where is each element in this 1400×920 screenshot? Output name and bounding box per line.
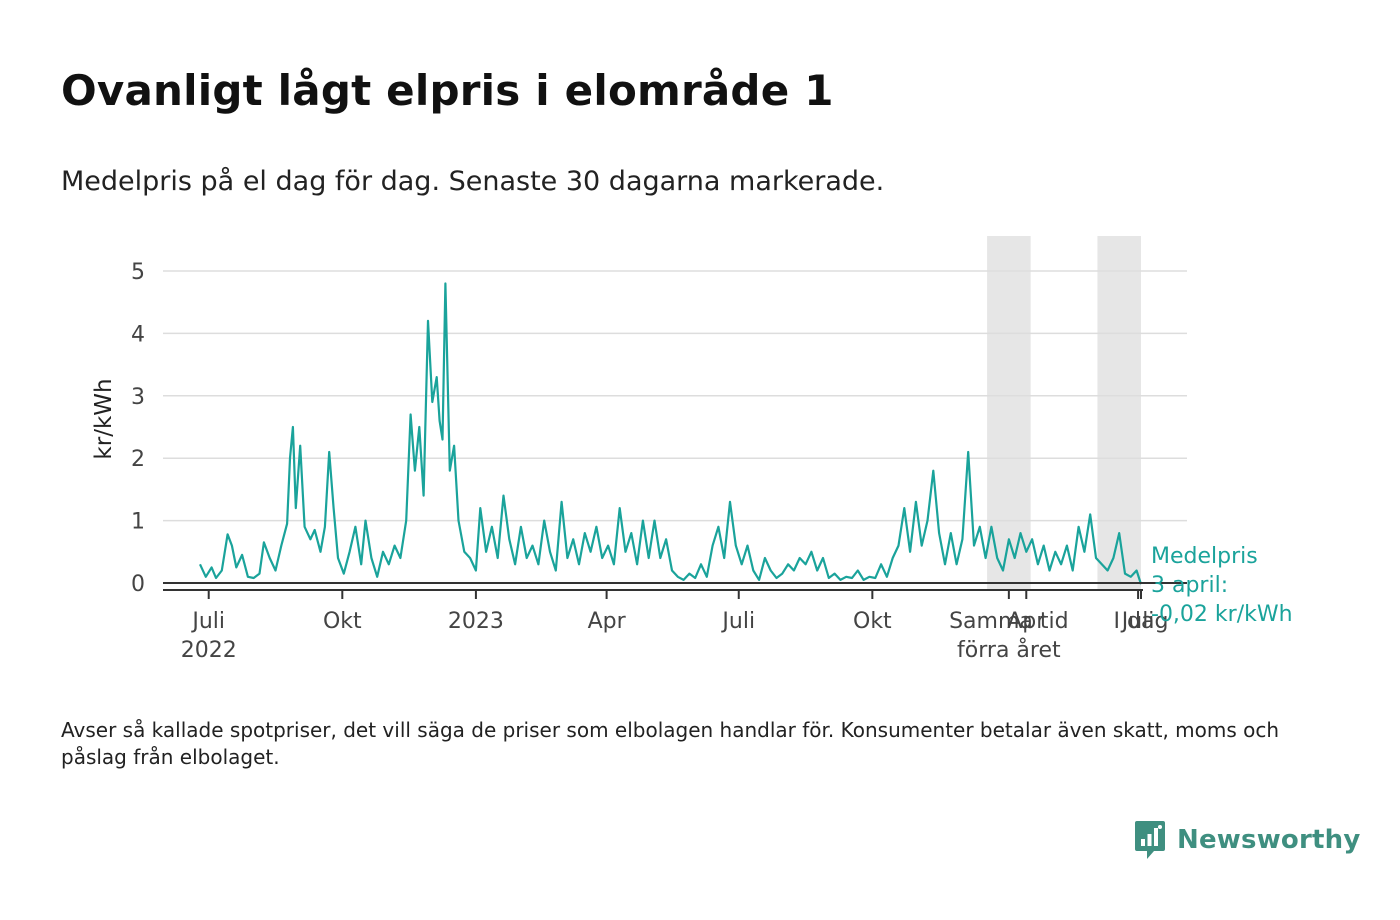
latest-price-annotation-2: 3 april: xyxy=(1151,573,1228,598)
x-tick-label-7-line2: förra året xyxy=(957,637,1061,663)
x-tick-label-9: Juli xyxy=(1120,609,1155,634)
price-series-line xyxy=(199,282,1143,585)
price-line-chart: 0 1 2 3 4 5 kr/kWh Juli 2022 Okt 2023 Apr Juli Okt Sam… xyxy=(91,236,1293,663)
x-tick-label-10: I dag xyxy=(1114,609,1169,634)
highlight-band-1 xyxy=(987,236,1031,590)
y-tick-label-4: 4 xyxy=(131,322,145,347)
page-title: Ovanligt lågt elpris i elområde 1 xyxy=(61,66,834,115)
y-axis-title: kr/kWh xyxy=(91,378,117,459)
x-tick-label-1-line2: 2022 xyxy=(181,638,237,663)
brand-name: Newsworthy xyxy=(1177,825,1361,855)
y-tick-label-3: 3 xyxy=(131,385,145,410)
x-tick-label-2: Okt xyxy=(323,609,362,634)
footnote: Avser så kallade spotpriser, det vill sä… xyxy=(61,718,1280,769)
x-tick-label-1: Juli xyxy=(190,609,225,634)
page-subtitle: Medelpris på el dag för dag. Senaste 30 … xyxy=(61,166,885,197)
latest-price-annotation-3: -0,02 kr/kWh xyxy=(1151,602,1293,627)
chart-container: 0 1 2 3 4 5 kr/kWh Juli 2022 Okt 2023 Apr Juli Okt Sam… xyxy=(91,236,1293,663)
x-tick-label-3: 2023 xyxy=(448,609,504,634)
latest-price-annotation-1: Medelpris xyxy=(1151,544,1258,569)
brand-logo: Newsworthy xyxy=(1133,818,1360,862)
y-tick-label-5: 5 xyxy=(131,260,145,285)
x-tick-label-7: Samma tid xyxy=(949,609,1069,634)
x-tick-label-6: Okt xyxy=(853,609,892,634)
y-tick-label-0: 0 xyxy=(131,572,145,597)
x-tick-label-5: Juli xyxy=(720,609,755,634)
y-tick-label-2: 2 xyxy=(131,447,145,472)
x-tick-label-4: Apr xyxy=(588,609,627,634)
x-tick-label-8: Apr xyxy=(1007,609,1046,634)
newsworthy-logo-icon xyxy=(1135,821,1165,859)
y-tick-label-1: 1 xyxy=(131,510,145,535)
highlight-band-2 xyxy=(1097,236,1141,590)
